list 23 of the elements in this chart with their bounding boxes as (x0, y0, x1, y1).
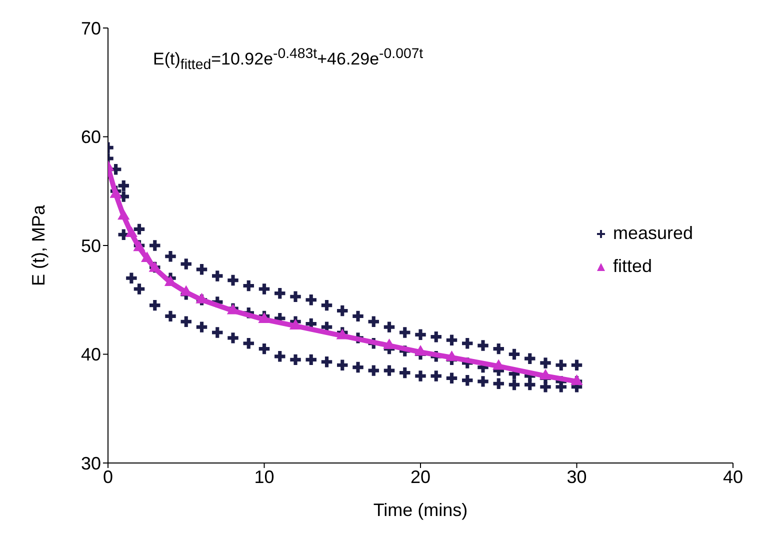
x-tick-label: 10 (254, 466, 274, 487)
y-tick-label: 50 (80, 236, 101, 256)
y-tick-label: 60 (80, 127, 101, 148)
point (125, 226, 138, 238)
point (118, 209, 130, 220)
x-tick-label: 30 (566, 466, 587, 487)
point (414, 345, 427, 356)
x-tick-label: 40 (722, 466, 744, 487)
x-tick-label: 20 (410, 466, 431, 487)
point (446, 350, 458, 362)
point (140, 252, 154, 262)
y-tick-label: 30 (80, 453, 101, 474)
x-axis-title: Time (mins) (373, 500, 468, 520)
point (539, 368, 552, 380)
x-tick-label: 0 (102, 466, 114, 487)
y-axis-title: E (t), MPa (28, 204, 48, 286)
annotation: E(t)$_{fitted}$=10.92e$^{-0.483t}$+46.29e$^{-0.007t}$ (153, 46, 424, 74)
legend-label: fitted (612, 256, 652, 277)
y-tick-label: 70 (80, 18, 101, 38)
y-tick-label: 40 (80, 344, 101, 365)
point (289, 318, 302, 330)
legend-label: measured (612, 223, 693, 244)
point (492, 359, 505, 370)
